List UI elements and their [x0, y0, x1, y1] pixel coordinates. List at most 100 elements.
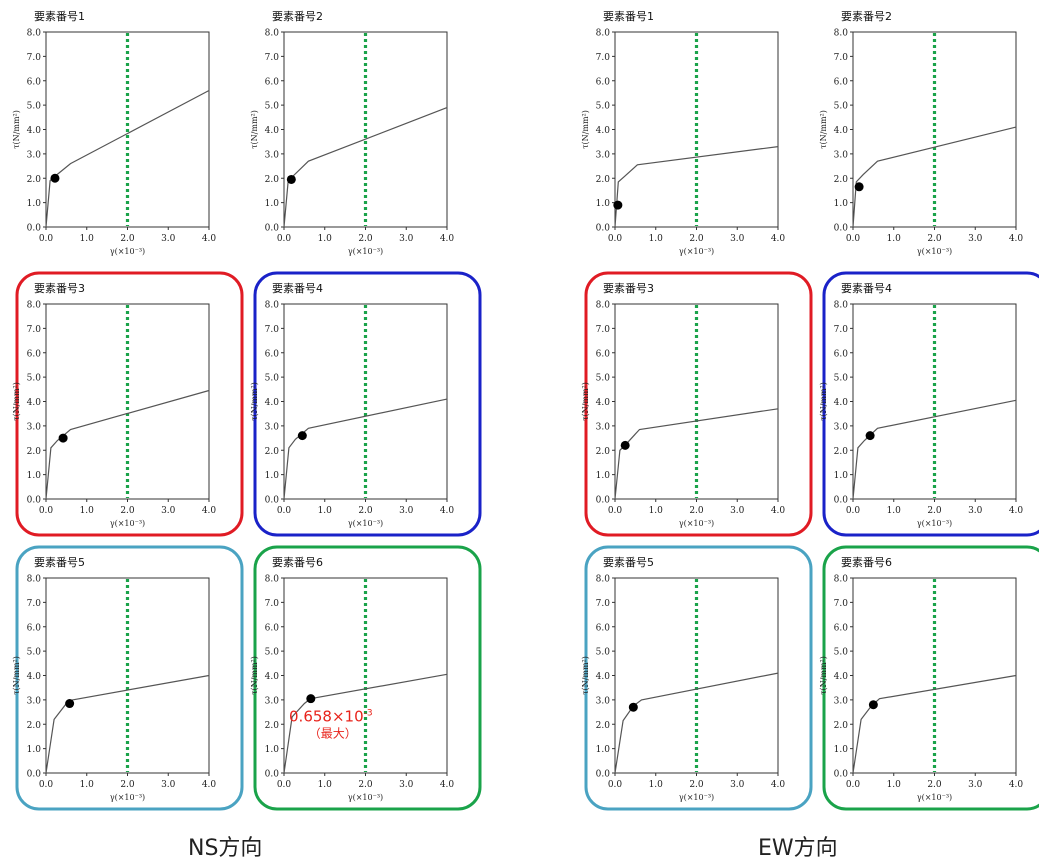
- y-tick-label: 4.0: [834, 126, 849, 136]
- x-tick-label: 3.0: [399, 506, 414, 516]
- x-tick-label: 3.0: [161, 234, 176, 244]
- x-tick-label: 1.0: [649, 506, 664, 516]
- x-tick-label: 3.0: [968, 506, 983, 516]
- max-point: [868, 700, 878, 710]
- y-tick-label: 7.0: [596, 53, 611, 63]
- y-tick-label: 7.0: [834, 53, 849, 63]
- y-tick-label: 5.0: [27, 374, 42, 384]
- y-tick-label: 8.0: [265, 301, 280, 311]
- x-tick-label: 4.0: [771, 780, 786, 790]
- y-tick-label: 1.0: [265, 745, 280, 755]
- panel-frame: [15, 271, 244, 537]
- max-point: [65, 699, 75, 709]
- ns-direction-label: NS方向: [188, 836, 263, 861]
- y-tick-label: 2.0: [27, 175, 42, 185]
- panel-frame: [253, 545, 482, 811]
- x-tick-label: 4.0: [771, 234, 786, 244]
- y-tick-label: 8.0: [834, 29, 849, 39]
- panel-frame: [822, 271, 1039, 537]
- x-tick-label: 0.0: [846, 780, 861, 790]
- y-tick-label: 1.0: [27, 199, 42, 209]
- chart-panel: 要素番号6 0.0 1.0 2.0 3.0 4.0 5.0 6.0 7.0 8.0 0.0 1.0 2.…: [250, 545, 482, 811]
- y-tick-label: 5.0: [596, 374, 611, 384]
- panel-title: 要素番号1: [34, 10, 85, 23]
- y-tick-label: 1.0: [27, 745, 42, 755]
- y-tick-label: 3.0: [27, 696, 42, 706]
- y-tick-label: 4.0: [27, 126, 42, 136]
- chart-panel: 要素番号2 0.0 1.0 2.0 3.0 4.0 5.0 6.0 7.0 8.0 0.0 1.0 2.…: [819, 10, 1023, 256]
- x-tick-label: 0.0: [846, 506, 861, 516]
- x-tick-label: 0.0: [608, 506, 623, 516]
- panel-frame: [15, 545, 244, 811]
- chart-panel: 要素番号3 0.0 1.0 2.0 3.0 4.0 5.0 6.0 7.0 8.0 0.0 1.0 2.…: [12, 271, 244, 537]
- x-tick-label: 2.0: [358, 506, 373, 516]
- x-tick-label: 2.0: [689, 234, 704, 244]
- panel-frame: [584, 271, 813, 537]
- x-axis-label: γ(×10⁻³): [917, 247, 952, 256]
- x-tick-label: 2.0: [358, 234, 373, 244]
- panel-frame: [822, 545, 1039, 811]
- x-tick-label: 3.0: [968, 780, 983, 790]
- x-tick-label: 0.0: [39, 506, 54, 516]
- y-tick-label: 0.0: [27, 496, 42, 506]
- y-tick-label: 8.0: [27, 29, 42, 39]
- y-tick-label: 6.0: [27, 623, 42, 633]
- x-tick-label: 2.0: [689, 506, 704, 516]
- x-tick-label: 4.0: [440, 780, 455, 790]
- y-tick-label: 3.0: [265, 422, 280, 432]
- y-tick-label: 6.0: [265, 349, 280, 359]
- y-tick-label: 3.0: [596, 696, 611, 706]
- panel-title: 要素番号5: [603, 556, 654, 569]
- y-tick-label: 6.0: [834, 77, 849, 87]
- x-tick-label: 0.0: [846, 234, 861, 244]
- y-tick-label: 5.0: [596, 102, 611, 112]
- y-tick-label: 2.0: [265, 447, 280, 457]
- panel-title: 要素番号6: [272, 556, 323, 569]
- y-tick-label: 1.0: [596, 745, 611, 755]
- y-tick-label: 4.0: [265, 672, 280, 682]
- y-tick-label: 6.0: [834, 623, 849, 633]
- y-tick-label: 8.0: [265, 29, 280, 39]
- y-tick-label: 3.0: [27, 150, 42, 160]
- max-point: [854, 182, 864, 192]
- chart-panel: 要素番号1 0.0 1.0 2.0 3.0 4.0 5.0 6.0 7.0 8.0 0.0 1.0 2.…: [12, 10, 216, 256]
- max-point: [306, 694, 316, 704]
- y-tick-label: 6.0: [27, 349, 42, 359]
- max-point: [297, 431, 307, 441]
- panel-title: 要素番号2: [841, 10, 892, 23]
- x-axis-label: γ(×10⁻³): [679, 247, 714, 256]
- x-tick-label: 2.0: [689, 780, 704, 790]
- panel-frame: [253, 271, 482, 537]
- x-axis-label: γ(×10⁻³): [348, 519, 383, 528]
- y-tick-label: 0.0: [27, 224, 42, 234]
- y-tick-label: 8.0: [596, 29, 611, 39]
- y-axis-label: τ(N/mm²): [819, 110, 828, 149]
- max-point: [50, 173, 60, 183]
- x-tick-label: 1.0: [318, 780, 333, 790]
- x-tick-label: 4.0: [202, 780, 217, 790]
- y-tick-label: 7.0: [834, 599, 849, 609]
- x-tick-label: 3.0: [730, 506, 745, 516]
- y-axis-label: τ(N/mm²): [12, 110, 21, 149]
- chart-panel: 要素番号5 0.0 1.0 2.0 3.0 4.0 5.0 6.0 7.0 8.0 0.0 1.0 2.…: [581, 545, 813, 811]
- y-tick-label: 6.0: [265, 623, 280, 633]
- x-axis-label: γ(×10⁻³): [679, 519, 714, 528]
- y-tick-label: 3.0: [834, 422, 849, 432]
- y-tick-label: 1.0: [834, 199, 849, 209]
- y-axis-label: τ(N/mm²): [581, 656, 590, 695]
- y-tick-label: 3.0: [265, 150, 280, 160]
- panel-title: 要素番号2: [272, 10, 323, 23]
- x-tick-label: 2.0: [120, 506, 135, 516]
- panel-title: 要素番号4: [841, 282, 892, 295]
- x-tick-label: 1.0: [649, 780, 664, 790]
- y-tick-label: 8.0: [27, 301, 42, 311]
- y-tick-label: 6.0: [596, 623, 611, 633]
- series-line: [283, 673, 448, 774]
- y-tick-label: 2.0: [596, 175, 611, 185]
- y-tick-label: 4.0: [596, 398, 611, 408]
- y-tick-label: 0.0: [27, 770, 42, 780]
- y-tick-label: 3.0: [27, 422, 42, 432]
- y-tick-label: 7.0: [596, 325, 611, 335]
- series-line: [283, 398, 448, 500]
- x-axis-label: γ(×10⁻³): [917, 793, 952, 802]
